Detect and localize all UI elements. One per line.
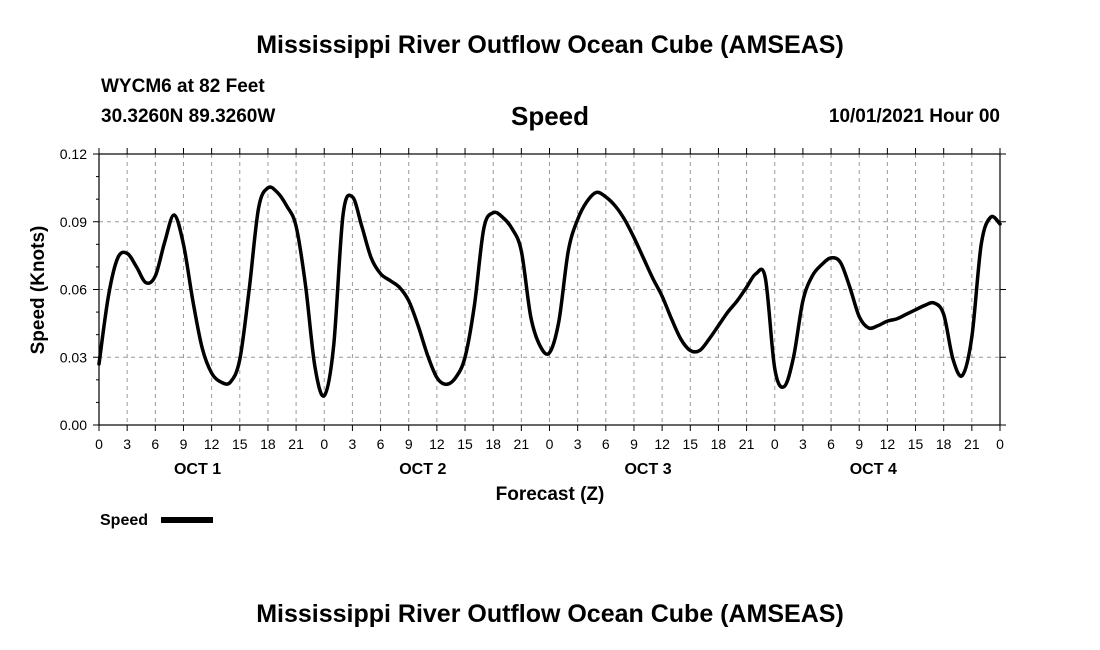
x-tick-label: 12 — [880, 436, 896, 452]
x-day-label: OCT 3 — [624, 461, 671, 478]
footer-title: Mississippi River Outflow Ocean Cube (AM… — [256, 600, 844, 628]
legend: Speed — [100, 512, 213, 529]
x-tick-label: 6 — [827, 436, 835, 452]
x-tick-label: 0 — [771, 436, 779, 452]
legend-label: Speed — [100, 512, 148, 529]
x-tick-label: 9 — [180, 436, 188, 452]
axis-ticks — [93, 148, 1006, 431]
axis-labels: 0.00 0.03 0.06 0.09 0.12 0 3 6 9 12 15 18 21 0 3 6 9 12 15… — [60, 146, 1004, 478]
x-tick-label: 21 — [964, 436, 980, 452]
x-tick-label: 3 — [123, 436, 131, 452]
x-tick-label: 12 — [654, 436, 670, 452]
x-tick-label: 15 — [682, 436, 698, 452]
x-tick-label: 18 — [936, 436, 952, 452]
x-tick-label: 21 — [288, 436, 304, 452]
speed-series-line — [97, 185, 1002, 398]
x-tick-label: 6 — [377, 436, 385, 452]
x-axis-label: Forecast (Z) — [496, 484, 605, 505]
station-coordinates: 30.3260N 89.3260W — [101, 106, 276, 127]
x-tick-label: 21 — [739, 436, 755, 452]
x-tick-label: 9 — [405, 436, 413, 452]
x-day-label: OCT 2 — [399, 461, 446, 478]
x-tick-label: 15 — [457, 436, 473, 452]
x-tick-label: 18 — [260, 436, 276, 452]
y-tick-label: 0.00 — [60, 417, 87, 433]
station-label: WYCM6 at 82 Feet — [101, 76, 265, 97]
x-tick-label: 9 — [855, 436, 863, 452]
chart-subtitle: Speed — [510, 101, 590, 131]
x-tick-label: 15 — [232, 436, 248, 452]
x-tick-label: 0 — [546, 436, 554, 452]
x-tick-label: 6 — [602, 436, 610, 452]
x-tick-label: 21 — [514, 436, 530, 452]
x-tick-label: 6 — [151, 436, 159, 452]
x-day-label: OCT 1 — [174, 461, 221, 478]
x-tick-label: 0 — [320, 436, 328, 452]
x-tick-label: 12 — [204, 436, 220, 452]
grid-lines — [99, 154, 1000, 425]
plot-frame — [98, 153, 1001, 426]
x-tick-label: 9 — [630, 436, 638, 452]
y-tick-label: 0.09 — [60, 214, 87, 230]
chart-title: Mississippi River Outflow Ocean Cube (AM… — [256, 31, 844, 59]
x-tick-label: 12 — [429, 436, 445, 452]
x-tick-label: 0 — [95, 436, 103, 452]
legend-swatch — [161, 517, 213, 523]
x-tick-label: 15 — [908, 436, 924, 452]
x-tick-label: 3 — [799, 436, 807, 452]
y-tick-label: 0.03 — [60, 349, 87, 365]
series-layer — [97, 185, 1002, 398]
y-axis-label: Speed (Knots) — [28, 226, 49, 355]
x-tick-label: 18 — [711, 436, 727, 452]
x-tick-label: 0 — [996, 436, 1004, 452]
forecast-datetime: 10/01/2021 Hour 00 — [828, 106, 1000, 127]
x-tick-label: 3 — [349, 436, 357, 452]
x-day-label: OCT 4 — [850, 461, 897, 478]
y-tick-label: 0.12 — [60, 146, 87, 162]
x-tick-label: 3 — [574, 436, 582, 452]
x-tick-label: 18 — [485, 436, 501, 452]
y-tick-label: 0.06 — [60, 282, 87, 298]
